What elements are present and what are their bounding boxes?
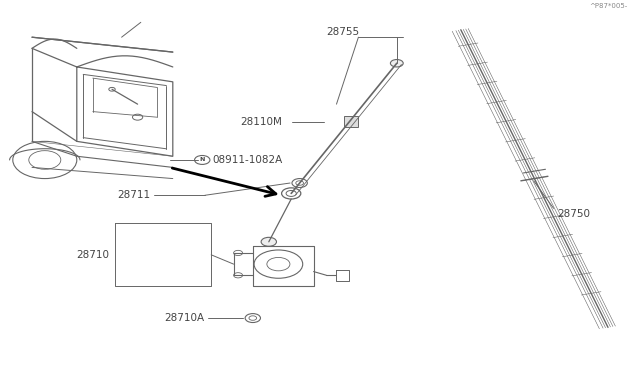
Text: ^P87*005-: ^P87*005- (589, 3, 627, 9)
Circle shape (261, 237, 276, 246)
Text: 28750: 28750 (557, 209, 590, 219)
Circle shape (390, 60, 403, 67)
Text: 08911-1082A: 08911-1082A (212, 155, 283, 165)
Text: 28711: 28711 (117, 190, 150, 200)
Text: 28755: 28755 (326, 27, 359, 36)
Text: 28710A: 28710A (164, 313, 205, 323)
Text: N: N (200, 157, 205, 163)
Text: 28110M: 28110M (240, 117, 282, 127)
Text: 28710: 28710 (76, 250, 109, 260)
Bar (344, 116, 358, 127)
